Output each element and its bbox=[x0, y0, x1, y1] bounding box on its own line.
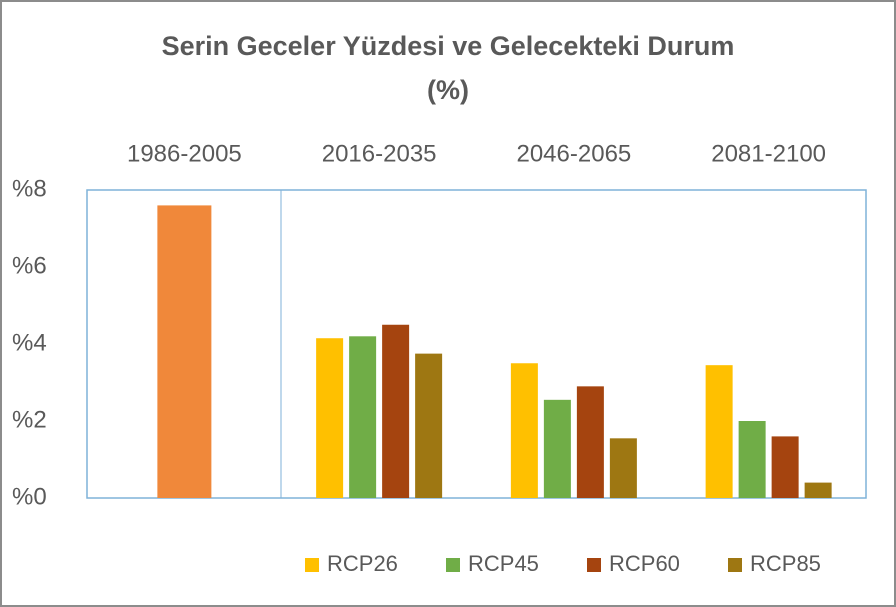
bar bbox=[804, 482, 832, 498]
y-tick-label: %4 bbox=[12, 329, 47, 356]
legend-label: RCP26 bbox=[327, 551, 398, 576]
chart-title: (%) bbox=[427, 75, 469, 105]
bar bbox=[415, 353, 443, 498]
bar bbox=[705, 365, 733, 498]
legend-swatch bbox=[587, 558, 601, 572]
legend-label: RCP85 bbox=[750, 551, 821, 576]
bar bbox=[543, 399, 571, 498]
bar bbox=[510, 363, 538, 498]
bar bbox=[609, 438, 637, 498]
y-tick-label: %8 bbox=[12, 175, 47, 202]
legend-swatch bbox=[446, 558, 460, 572]
chart-title: Serin Geceler Yüzdesi ve Gelecekteki Dur… bbox=[162, 31, 735, 61]
y-tick-label: %6 bbox=[12, 252, 47, 279]
bar bbox=[316, 338, 344, 498]
bar bbox=[738, 421, 766, 498]
bar bbox=[157, 205, 212, 498]
bar bbox=[576, 386, 604, 498]
bar bbox=[349, 336, 377, 498]
bar bbox=[771, 436, 799, 498]
plot-frame bbox=[86, 189, 867, 499]
x-tick-label: 2046-2065 bbox=[516, 140, 631, 167]
y-tick-label: %2 bbox=[12, 406, 47, 433]
legend-swatch bbox=[728, 558, 742, 572]
legend-label: RCP45 bbox=[468, 551, 539, 576]
bar bbox=[382, 324, 410, 498]
legend-swatch bbox=[305, 558, 319, 572]
x-tick-label: 2016-2035 bbox=[322, 140, 437, 167]
y-tick-label: %0 bbox=[12, 483, 47, 510]
x-tick-label: 2081-2100 bbox=[711, 140, 826, 167]
x-tick-label: 1986-2005 bbox=[127, 140, 242, 167]
legend-label: RCP60 bbox=[609, 551, 680, 576]
